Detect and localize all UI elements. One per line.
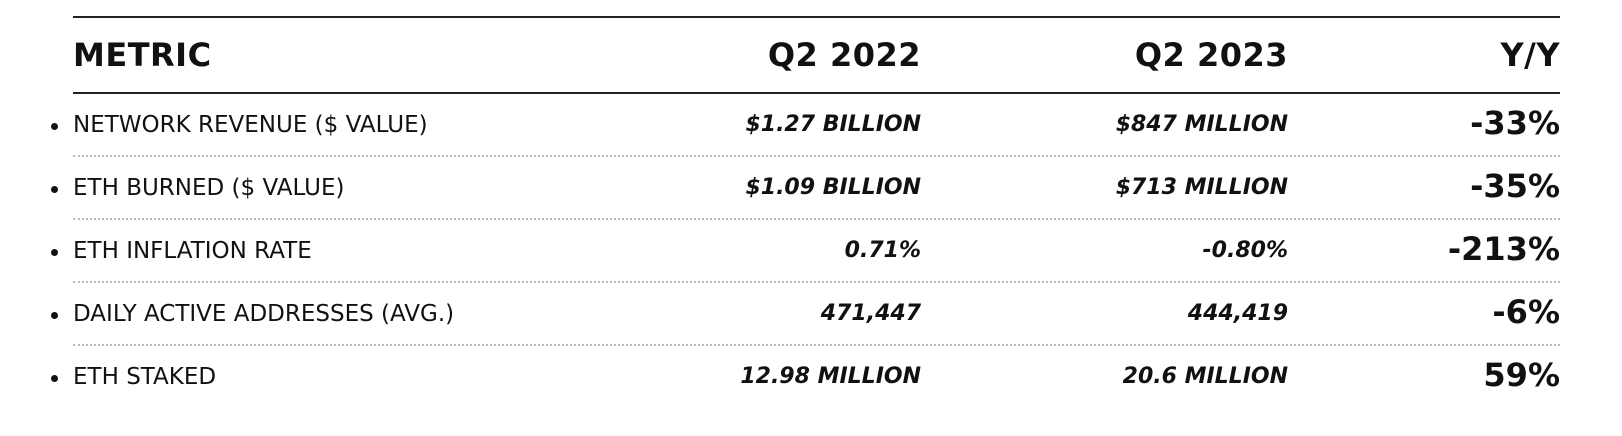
table-row: DAILY ACTIVE ADDRESSES (AVG.) 471,447 444,… xyxy=(50,283,1560,346)
metric-label: ETH INFLATION RATE xyxy=(51,238,312,264)
metric-label: DAILY ACTIVE ADDRESSES (AVG.) xyxy=(50,301,455,327)
header-cell: Y/Y xyxy=(1500,36,1560,74)
header-cell: Q2 2023 xyxy=(1134,36,1288,74)
metric-value: $713 MILLION xyxy=(1115,175,1288,200)
metric-label: ETH BURNED ($ VALUE) xyxy=(50,175,345,201)
table-row: ETH BURNED ($ VALUE) $1.09 BILLION $713 MI… xyxy=(50,157,1560,220)
header-row: METRIC Q2 2022 Q2 2023 Y/Y xyxy=(73,18,1560,94)
metric-label: ETH STAKED xyxy=(50,364,217,390)
metric-value: -35% xyxy=(1470,167,1560,205)
metric-value: 0.71% xyxy=(844,238,921,263)
metric-value: -0.80% xyxy=(1202,238,1288,263)
metric-value: 12.98 MILLION xyxy=(740,364,921,389)
metric-value: $1.27 BILLION xyxy=(745,112,921,137)
metric-value: -213% xyxy=(1447,230,1560,268)
metric-value: -6% xyxy=(1492,293,1560,331)
metric-label: NETWORK REVENUE ($ VALUE) xyxy=(51,112,428,138)
table-row: ETH INFLATION RATE 0.71% -0.80% -213% xyxy=(51,220,1560,283)
table-row: ETH STAKED 12.98 MILLION 20.6 MILLION 59% xyxy=(50,346,1560,407)
metric-value: 471,447 xyxy=(820,301,921,326)
header-cell: METRIC xyxy=(73,36,212,74)
metric-value: -33% xyxy=(1470,104,1560,142)
header-cell: Q2 2022 xyxy=(767,36,921,74)
metric-value: 20.6 MILLION xyxy=(1122,364,1288,389)
metric-value: 59% xyxy=(1483,356,1560,394)
metric-value: 444,419 xyxy=(1187,301,1288,326)
metrics-table: METRIC Q2 2022 Q2 2023 Y/Y NETWORK REVENUE (… xyxy=(50,16,1560,407)
metric-value: $1.09 BILLION xyxy=(745,175,921,200)
table-row: NETWORK REVENUE ($ VALUE) $1.27 BILLION $8… xyxy=(51,94,1560,157)
metric-value: $847 MILLION xyxy=(1115,112,1288,137)
